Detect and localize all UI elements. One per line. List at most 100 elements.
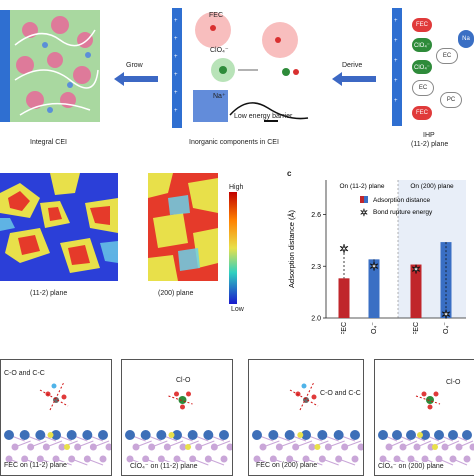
grow-arrow-icon	[114, 72, 158, 86]
atom	[98, 430, 108, 440]
map-112-label: (11-2) plane	[30, 290, 67, 297]
y-axis-label: Adsorption distance (Å)	[287, 210, 296, 288]
atom	[334, 430, 344, 440]
atom	[12, 444, 19, 451]
svg-text:+: +	[394, 78, 398, 84]
atom	[319, 456, 326, 463]
atom	[35, 430, 45, 440]
atom	[74, 444, 81, 451]
atom	[195, 444, 202, 451]
atom	[417, 432, 423, 438]
x-tick-label-1: ClO₄⁻	[371, 322, 378, 334]
ihp-electrode: +++++	[392, 0, 474, 130]
integral-cei-illustration	[0, 0, 110, 140]
atom	[450, 456, 457, 463]
fec-label: FEC	[209, 12, 223, 19]
atom	[352, 456, 359, 463]
atom	[84, 456, 91, 463]
molecule-atom	[428, 405, 433, 410]
map-200-label: (200) plane	[158, 290, 193, 297]
star-marker-2: ✶	[411, 263, 421, 277]
atom	[64, 444, 70, 450]
structure-illustration-4	[375, 360, 474, 475]
legend-swatch-red	[360, 196, 364, 203]
colorbar	[226, 192, 240, 304]
na-label: Na⁺	[213, 92, 226, 100]
atom	[169, 432, 175, 438]
atom	[358, 444, 364, 451]
atom	[48, 432, 54, 438]
atom	[27, 444, 34, 451]
molecule-atom	[434, 392, 439, 397]
clo4-label: ClO₄⁻	[210, 46, 229, 54]
grow-label: Grow	[126, 62, 143, 69]
molecule-atom	[179, 396, 187, 404]
atom	[325, 444, 332, 451]
ihp-molecule-ec-2: EC	[412, 80, 434, 96]
atom	[392, 430, 402, 440]
atom	[4, 430, 14, 440]
molecule-atom	[426, 396, 434, 404]
svg-text:+: +	[394, 38, 398, 44]
bar-0	[339, 278, 350, 318]
atom	[350, 430, 360, 440]
colorbar-low-label: Low	[231, 306, 244, 313]
atom	[297, 432, 303, 438]
panel-3-annotation: C-O and C-C	[320, 390, 361, 397]
molecule-atom	[186, 392, 191, 397]
panel-2-caption: ClO₄⁻ on (11-2) plane	[130, 462, 198, 470]
svg-text:+: +	[394, 58, 398, 64]
legend-star-icon: ✶	[360, 208, 368, 219]
svg-text:+: +	[174, 72, 178, 78]
ihp-molecule-clo4-1: ClO₄⁻	[412, 38, 432, 52]
star-marker-0: ✶	[339, 242, 349, 256]
atom	[276, 444, 283, 451]
colorbar-high-label: High	[229, 184, 243, 191]
molecule-atom	[312, 395, 317, 400]
derive-arrow-icon	[332, 72, 376, 86]
x-tick-label-0: FEC	[341, 322, 348, 334]
atom	[188, 430, 198, 440]
inorganic-label: Inorganic components in CEI	[189, 139, 279, 146]
ihp-molecule-clo4-2: ClO₄⁻	[412, 60, 432, 74]
panel-1-caption: FEC on (11-2) plane	[4, 462, 67, 469]
atom	[292, 444, 299, 451]
atom	[268, 430, 278, 440]
panel-4-caption: ClO₄⁻ on (200) plane	[378, 462, 444, 470]
y-tick-label-0: 2.0	[311, 316, 321, 323]
atom	[314, 444, 320, 450]
atom	[470, 444, 474, 451]
atom	[211, 444, 218, 451]
atom	[456, 444, 463, 451]
atom	[148, 444, 155, 451]
legend-label-1: Bond rupture energy	[373, 209, 433, 216]
y-tick-label-2: 2.6	[311, 212, 321, 219]
top-schematic: Integral CEI Grow ++++++ FEC ClO₄⁻ Na⁺ L…	[0, 0, 474, 150]
charge-map-200	[148, 173, 218, 281]
atom	[185, 444, 191, 450]
atom	[341, 444, 348, 451]
atom	[219, 430, 229, 440]
atom	[335, 456, 342, 463]
star-marker-3: ✶	[441, 308, 451, 322]
group-label-1: On (200) plane	[410, 183, 454, 190]
atom	[164, 444, 171, 451]
atom	[100, 456, 107, 463]
ihp-label: IHP	[423, 132, 435, 139]
atom	[227, 444, 233, 451]
derive-label: Derive	[342, 62, 362, 69]
atom	[205, 456, 212, 463]
atom	[141, 430, 151, 440]
structure-illustration-3	[249, 360, 363, 475]
atom	[82, 430, 92, 440]
ihp-plane-label: (11-2) plane	[411, 141, 448, 148]
atom	[90, 444, 97, 451]
molecule-atom	[52, 384, 57, 389]
molecule-atom	[422, 392, 427, 397]
atom	[442, 444, 449, 451]
atom	[156, 430, 166, 440]
svg-text:+: +	[394, 98, 398, 104]
atom	[434, 430, 444, 440]
barrier-label: Low energy barrier	[234, 113, 292, 120]
